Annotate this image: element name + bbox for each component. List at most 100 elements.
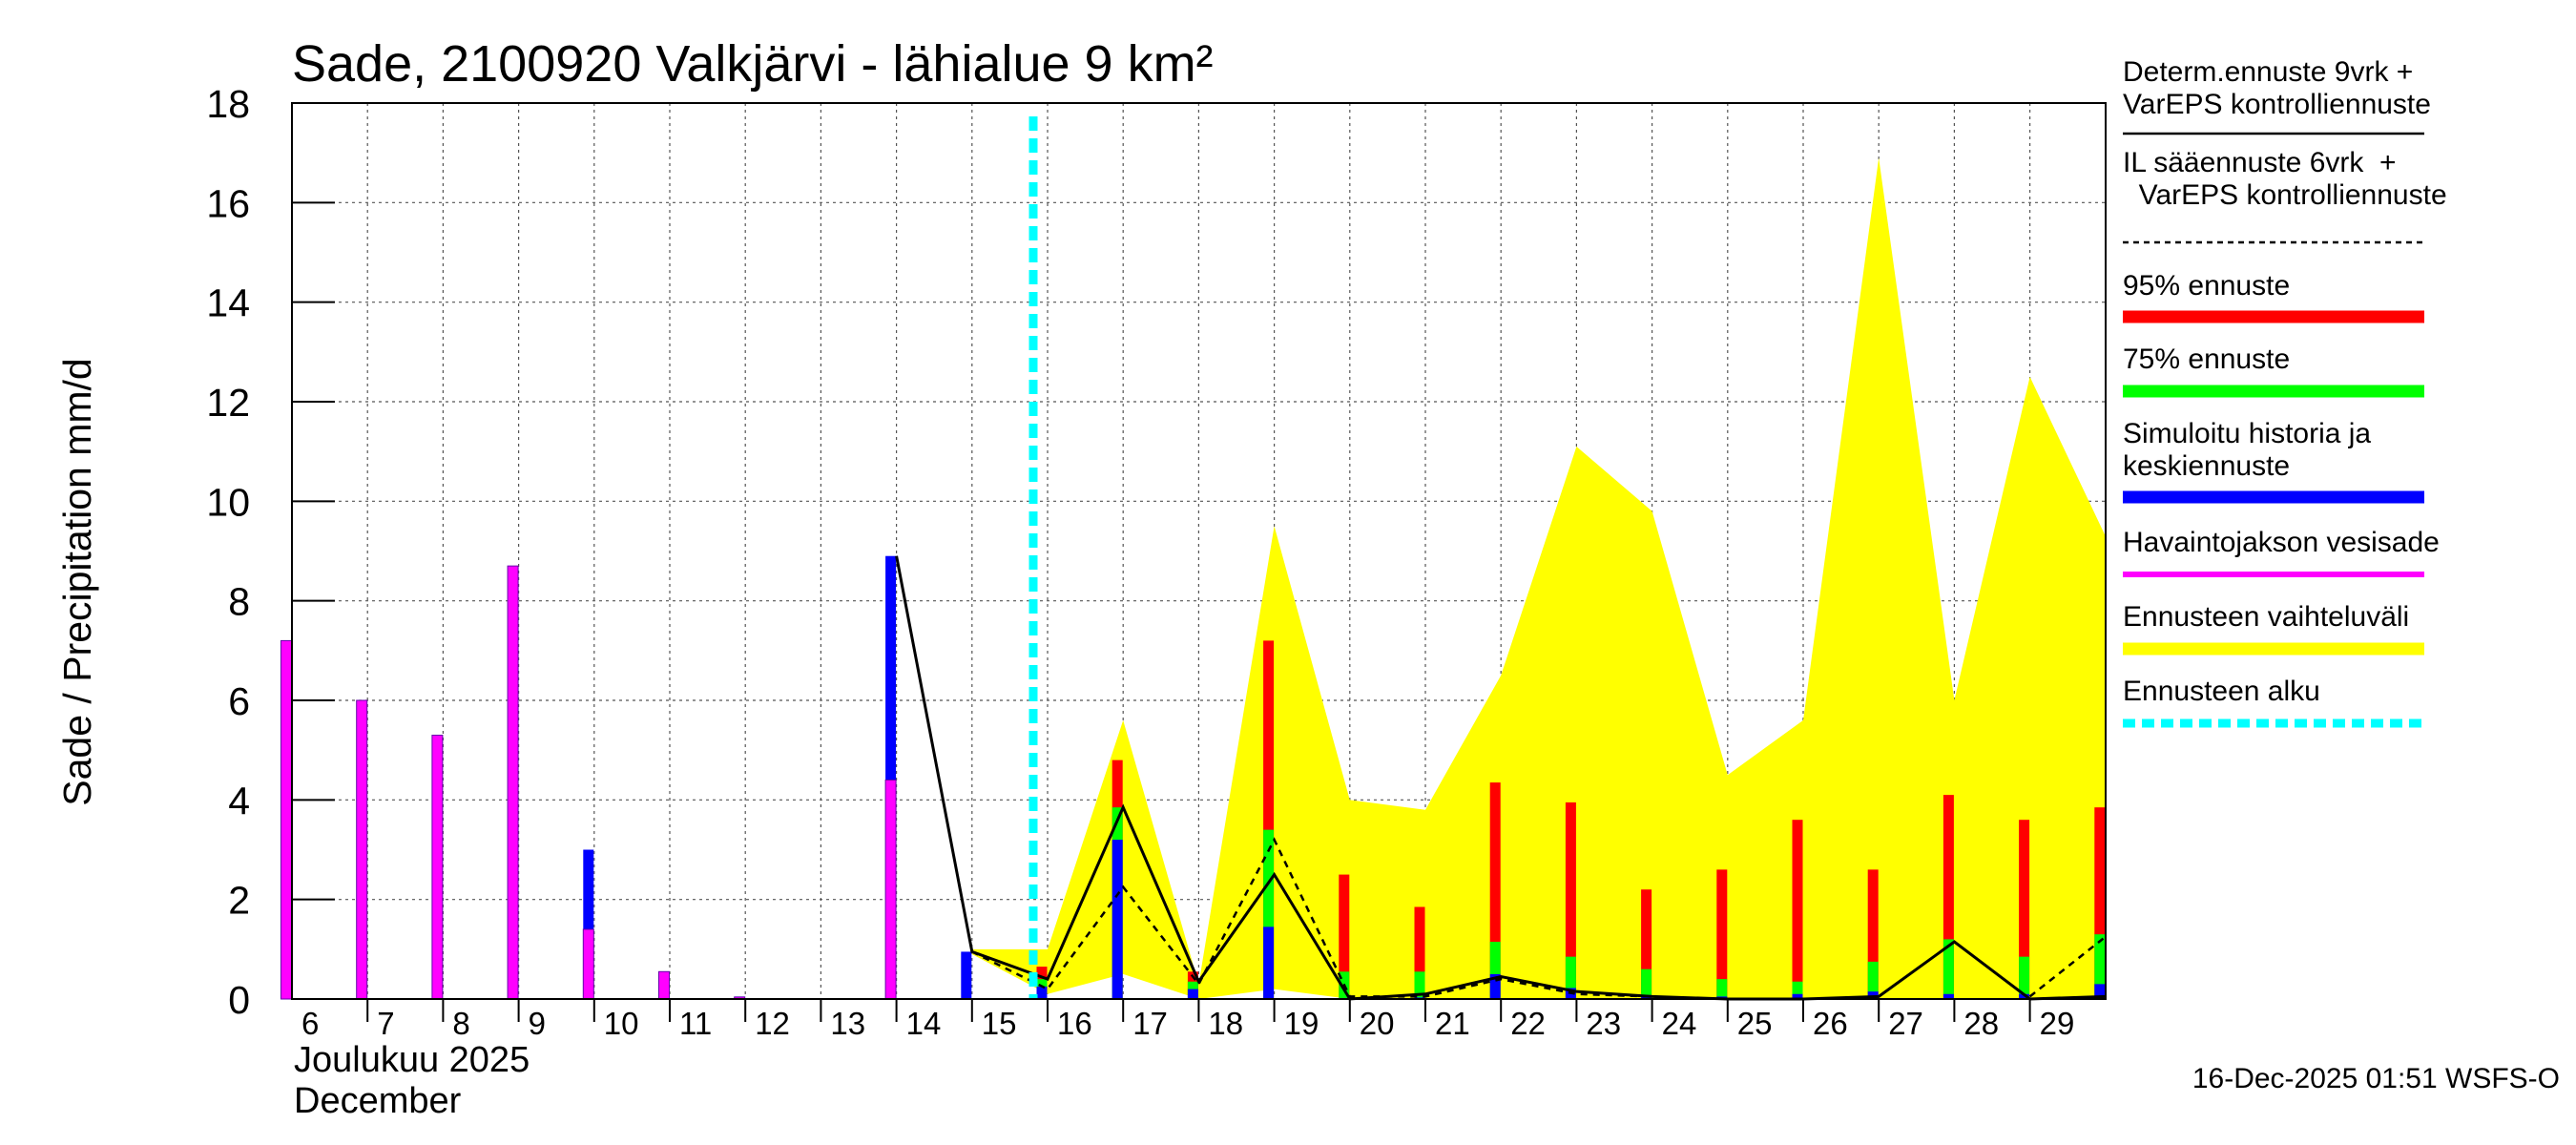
x-tick-label: 13 [830, 1006, 865, 1041]
bar-95pct [1792, 820, 1803, 999]
bar-75pct [1414, 971, 1425, 999]
legend-label-line: Simuloitu historia ja [2123, 418, 2371, 449]
bar-observed [356, 699, 368, 1000]
bar-simulated [1792, 993, 1803, 999]
x-tick-label: 26 [1813, 1006, 1848, 1041]
il-forecast-line-end [2028, 935, 2107, 998]
x-tick-label: 28 [1963, 1006, 1999, 1041]
bar-simulated [1187, 989, 1198, 999]
x-tick-label: 17 [1132, 1006, 1168, 1041]
legend-label-line: 75% ennuste [2123, 344, 2290, 375]
x-tick-label: 11 [679, 1006, 712, 1041]
bar-75pct [1489, 942, 1501, 999]
timestamp-footer: 16-Dec-2025 01:51 WSFS-O [2192, 1063, 2560, 1094]
bar-simulated [1263, 926, 1275, 999]
legend-label-line: Determ.ennuste 9vrk + [2123, 56, 2413, 88]
bar-75pct [1565, 956, 1576, 999]
legend-label-line: IL sääennuste 6vrk + [2123, 147, 2397, 178]
x-tick-label: 23 [1586, 1006, 1621, 1041]
bar-75pct [1867, 961, 1879, 999]
x-tick-label: 21 [1435, 1006, 1470, 1041]
legend-label: IL sääennuste 6vrk + VarEPS kontrollienn… [2123, 147, 2447, 211]
y-tick-label: 6 [228, 679, 250, 723]
x-tick-label: 6 [301, 1006, 319, 1041]
bar-simulated [583, 849, 594, 999]
x-tick-label: 10 [604, 1006, 639, 1041]
bar-simulated [1867, 991, 1879, 999]
x-tick-label: 29 [2040, 1006, 2075, 1041]
x-tick-label: 7 [377, 1006, 394, 1041]
y-tick-label: 0 [228, 978, 250, 1022]
bar-95pct [1942, 795, 1954, 999]
bar-95pct [1263, 640, 1275, 999]
deterministic-forecast-line [895, 555, 2106, 1001]
bar-observed [507, 565, 519, 1000]
legend-label: 75% ennuste [2123, 344, 2290, 375]
bar-95pct [1339, 874, 1350, 999]
bar-95pct [2019, 820, 2030, 999]
bar-95pct [1414, 906, 1425, 999]
month-label-english: December [294, 1081, 462, 1121]
bar-simulated [2094, 984, 2106, 999]
y-tick-label: 10 [206, 480, 250, 524]
x-tick-label: 20 [1360, 1006, 1395, 1041]
legend-label: 95% ennuste [2123, 270, 2290, 302]
bar-observed [280, 639, 292, 1000]
bar-95pct [2094, 807, 2106, 999]
x-tick-label: 8 [452, 1006, 469, 1041]
x-tick-label: 16 [1057, 1006, 1092, 1041]
legend-label: Havaintojakson vesisade [2123, 527, 2440, 558]
y-tick-label: 2 [228, 879, 250, 923]
y-tick-label: 8 [228, 580, 250, 624]
bar-95pct [1565, 802, 1576, 999]
legend-label: Ennusteen vaihteluväli [2123, 601, 2409, 633]
bar-75pct [1641, 968, 1652, 999]
bar-simulated [961, 951, 972, 999]
x-tick-label: 12 [755, 1006, 790, 1041]
bar-observed [582, 928, 594, 1000]
bar-simulated [1036, 986, 1048, 999]
y-tick-label: 4 [228, 779, 250, 822]
legend: Determ.ennuste 9vrk + VarEPS kontrollienn… [2123, 56, 2447, 728]
bar-75pct [1942, 939, 1954, 999]
bar-simulated [885, 555, 897, 999]
x-tick-label: 15 [982, 1006, 1017, 1041]
bar-75pct [2094, 934, 2106, 999]
legend-label-line: VarEPS kontrolliennuste [2123, 89, 2431, 120]
month-label-finnish: Joulukuu 2025 [294, 1040, 530, 1080]
bar-observed [658, 970, 670, 1000]
bar-95pct [1716, 869, 1728, 999]
y-tick-label: 18 [206, 82, 250, 126]
x-tick-label: 9 [529, 1006, 546, 1041]
il-forecast-line [971, 837, 1652, 998]
bar-95pct [1641, 889, 1652, 999]
x-tick-label: 25 [1737, 1006, 1773, 1041]
legend-label-line: Havaintojakson vesisade [2123, 527, 2440, 558]
bar-95pct [1867, 869, 1879, 999]
x-tick-label: 18 [1208, 1006, 1243, 1041]
y-axis-label: Sade / Precipitation mm/d [55, 358, 99, 805]
y-tick-label: 14 [206, 281, 250, 325]
bar-75pct [1716, 979, 1728, 999]
bar-simulated [1942, 993, 1954, 999]
x-tick-label: 14 [906, 1006, 942, 1041]
legend-label-line: VarEPS kontrolliennuste [2123, 179, 2447, 211]
y-tick-label: 16 [206, 181, 250, 225]
bar-95pct [1489, 782, 1501, 999]
bar-simulated [1489, 973, 1501, 999]
legend-label-line: Ennusteen alku [2123, 676, 2320, 707]
legend-label-line: keskiennuste [2123, 450, 2290, 482]
legend-label-line: 95% ennuste [2123, 270, 2290, 302]
x-tick-label: 22 [1510, 1006, 1546, 1041]
bar-75pct [1263, 829, 1275, 999]
bar-observed [431, 735, 444, 1000]
bar-75pct [1792, 981, 1803, 999]
bar-simulated [1111, 840, 1123, 999]
chart-title: Sade, 2100920 Valkjärvi - lähialue 9 km² [292, 35, 1214, 93]
forecast-range-area [971, 157, 2106, 1000]
legend-label: Ennusteen alku [2123, 676, 2320, 707]
bar-observed [884, 779, 897, 1000]
x-tick-label: 24 [1662, 1006, 1697, 1041]
